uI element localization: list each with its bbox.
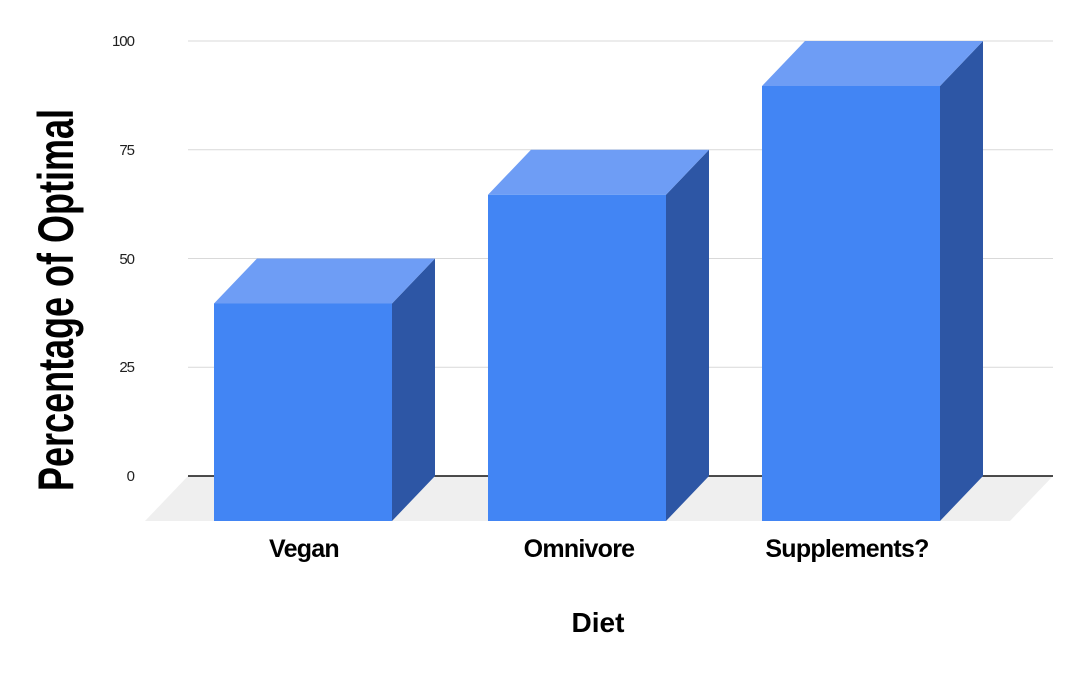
y-tick-label-50: 50 xyxy=(119,251,134,268)
bar-supplements-top xyxy=(762,41,983,86)
category-label-omnivore: Omnivore xyxy=(524,535,636,563)
y-tick-label-100: 100 xyxy=(112,33,135,50)
bar-vegan-top xyxy=(214,258,435,304)
bar-omnivore-front xyxy=(488,194,666,521)
bar-vegan-side xyxy=(392,258,435,521)
y-tick-label-75: 75 xyxy=(119,142,134,159)
x-axis-title: Diet xyxy=(572,607,625,638)
y-tick-label-0: 0 xyxy=(127,468,135,485)
bar-vegan-front xyxy=(214,303,392,521)
bar-supplements-side xyxy=(940,41,983,521)
y-tick-label-25: 25 xyxy=(119,359,134,376)
category-label-supplements: Supplements? xyxy=(765,535,928,563)
plot-area xyxy=(145,40,1053,521)
bar-omnivore-top xyxy=(488,149,709,195)
bar-omnivore-side xyxy=(666,149,709,521)
category-label-vegan: Vegan xyxy=(269,535,339,563)
bar-supplements-front xyxy=(762,86,940,521)
y-axis-title: Percentage of Optimal xyxy=(29,109,84,491)
